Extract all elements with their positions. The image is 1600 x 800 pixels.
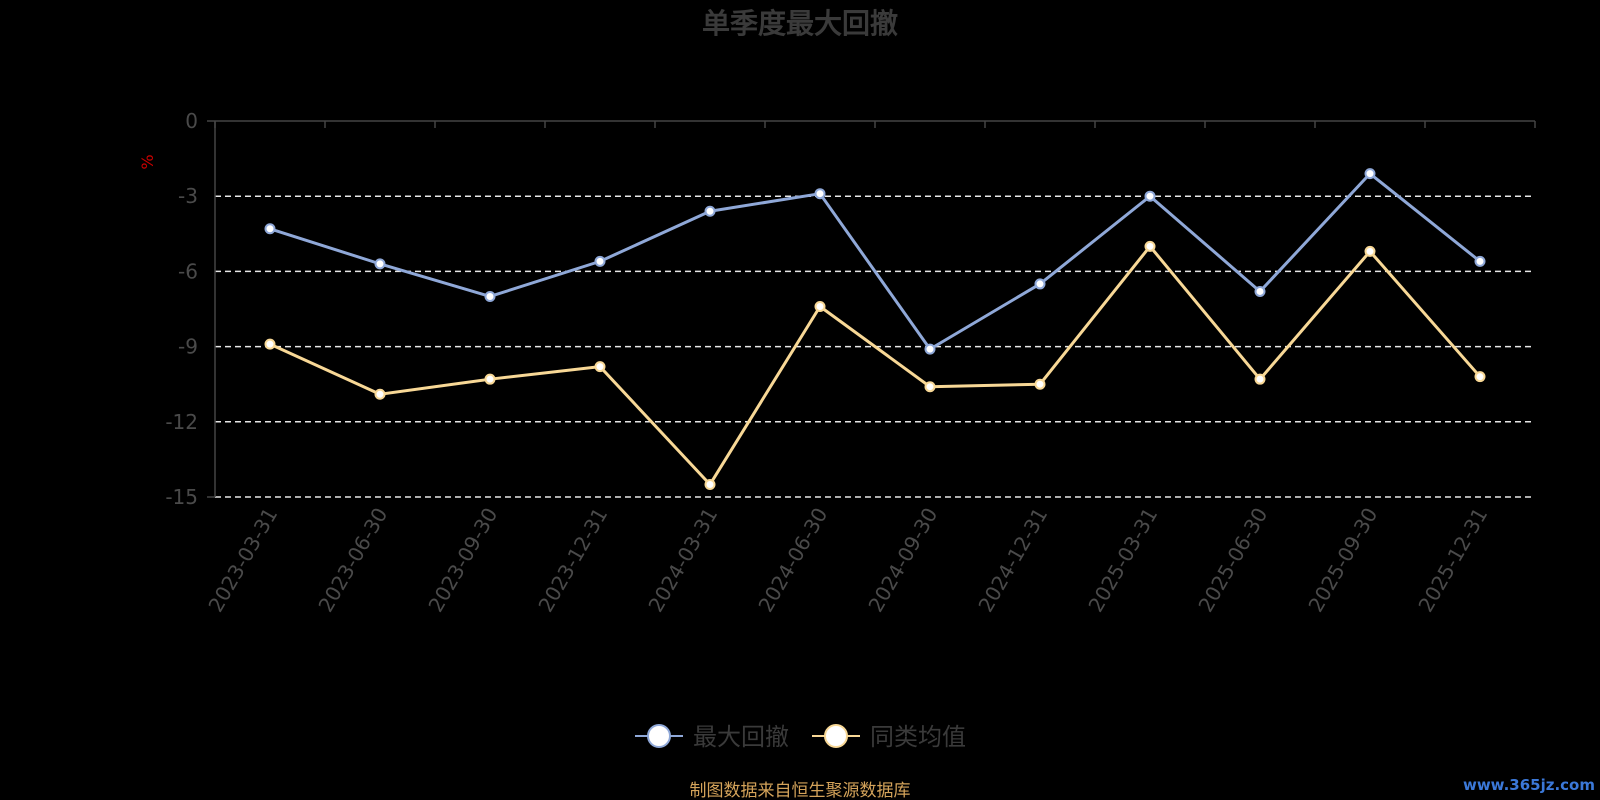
data-point bbox=[374, 258, 386, 270]
y-tick-label: -15 bbox=[165, 485, 198, 509]
data-point bbox=[1474, 255, 1486, 267]
series-line bbox=[269, 172, 1481, 351]
x-tick-label: 2023-03-31 bbox=[203, 504, 282, 617]
data-point bbox=[814, 188, 826, 200]
data-point bbox=[1364, 168, 1376, 180]
x-tick-label: 2023-09-30 bbox=[423, 504, 502, 617]
data-point bbox=[1474, 371, 1486, 383]
data-point bbox=[1254, 285, 1266, 297]
x-tick-label: 2024-09-30 bbox=[863, 504, 942, 617]
legend-label: 同类均值 bbox=[870, 723, 966, 751]
legend-item[interactable]: 最大回撤 bbox=[635, 723, 789, 751]
x-tick-label: 2023-12-31 bbox=[533, 504, 612, 617]
series-2 bbox=[264, 240, 1486, 490]
legend-label: 最大回撤 bbox=[693, 723, 789, 751]
series-1 bbox=[264, 168, 1486, 355]
data-point bbox=[1254, 373, 1266, 385]
y-tick-label: -3 bbox=[178, 184, 198, 208]
y-tick-label: -12 bbox=[165, 410, 198, 434]
data-point bbox=[484, 290, 496, 302]
data-point bbox=[264, 338, 276, 350]
data-point bbox=[484, 373, 496, 385]
x-tick-label: 2025-03-31 bbox=[1083, 504, 1162, 617]
data-point bbox=[1034, 378, 1046, 390]
data-point bbox=[374, 388, 386, 400]
data-point bbox=[594, 361, 606, 373]
y-tick-label: -9 bbox=[178, 335, 198, 359]
data-point bbox=[704, 478, 716, 490]
legend[interactable]: 最大回撤 同类均值 bbox=[635, 723, 966, 751]
data-point bbox=[1144, 190, 1156, 202]
data-point bbox=[924, 381, 936, 393]
y-axis-unit: % bbox=[138, 154, 157, 169]
series-layer bbox=[264, 168, 1486, 490]
data-point bbox=[1364, 245, 1376, 257]
y-tick-label: 0 bbox=[185, 109, 198, 133]
x-tick-label: 2024-03-31 bbox=[643, 504, 722, 617]
x-tick-label: 2025-12-31 bbox=[1413, 504, 1492, 617]
x-tick-label: 2024-06-30 bbox=[753, 504, 832, 617]
data-point bbox=[924, 343, 936, 355]
data-source-note: 制图数据来自恒生聚源数据库 bbox=[690, 781, 911, 800]
data-point bbox=[594, 255, 606, 267]
x-tick-label: 2025-06-30 bbox=[1193, 504, 1272, 617]
x-tick-label: 2024-12-31 bbox=[973, 504, 1052, 617]
watermark: www.365jz.com bbox=[1463, 776, 1595, 794]
x-tick-label: 2023-06-30 bbox=[313, 504, 392, 617]
data-point bbox=[264, 223, 276, 235]
chart-title: 单季度最大回撤 bbox=[702, 7, 898, 40]
data-point bbox=[814, 300, 826, 312]
data-point bbox=[704, 205, 716, 217]
legend-item[interactable]: 同类均值 bbox=[812, 723, 966, 751]
data-point bbox=[1144, 240, 1156, 252]
legend-marker bbox=[824, 724, 848, 748]
y-tick-label: -6 bbox=[178, 259, 198, 283]
series-line bbox=[269, 244, 1482, 486]
data-point bbox=[1034, 278, 1046, 290]
legend-marker bbox=[647, 724, 671, 748]
x-tick-label: 2025-09-30 bbox=[1303, 504, 1382, 617]
